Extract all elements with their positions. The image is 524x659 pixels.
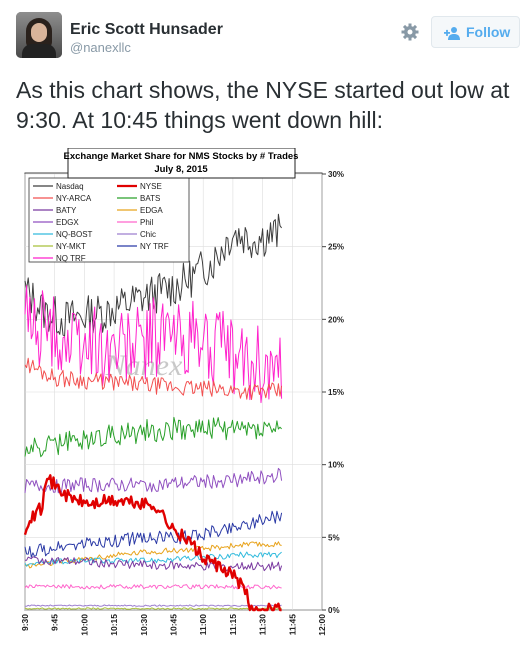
- y-axis-ticks: 0% 5% 10% 15% 20% 25% 30%: [322, 170, 344, 615]
- series-line-baty: [24, 556, 283, 572]
- y-tick-label: 10%: [328, 461, 344, 470]
- legend-label-nyse: NYSE: [140, 182, 162, 191]
- chart-title-line-1: Exchange Market Share for NMS Stocks by …: [64, 151, 299, 162]
- y-tick-label: 20%: [328, 315, 344, 324]
- legend-label-nq-trf: NQ TRF: [56, 254, 86, 263]
- chart-title-line-2: July 8, 2015: [154, 164, 208, 175]
- legend-label-nasdaq: Nasdaq: [56, 182, 84, 191]
- series-line-ny-trf: [24, 510, 283, 558]
- follow-user-icon: [444, 27, 460, 40]
- x-tick-label: 12:00: [317, 614, 327, 636]
- x-tick-label: 11:15: [228, 614, 238, 636]
- legend-label-ny-arca: NY-ARCA: [56, 194, 92, 203]
- series-line-nyse: [23, 474, 282, 612]
- x-axis-ticks: 9:30 9:45 10:00 10:15 10:30 10:45 11:00 11:15 11…: [20, 614, 327, 636]
- series-line-bats: [24, 416, 282, 458]
- legend-label-edgx: EDGX: [56, 218, 79, 227]
- x-tick-label: 11:00: [198, 614, 208, 636]
- legend-label-ny-trf: NY TRF: [140, 242, 169, 251]
- series-lines: [23, 213, 283, 612]
- series-line-edga: [25, 541, 282, 569]
- follow-button[interactable]: Follow: [431, 16, 520, 48]
- y-tick-label: 30%: [328, 170, 344, 179]
- user-handle[interactable]: @nanexllc: [70, 40, 131, 55]
- x-tick-label: 9:45: [50, 614, 60, 631]
- series-line-edgx: [24, 467, 283, 494]
- series-line-ny-mkt: [24, 607, 282, 610]
- x-tick-label: 9:30: [20, 614, 30, 631]
- x-tick-label: 10:30: [139, 614, 149, 636]
- legend-label-baty: BATY: [56, 206, 77, 215]
- chart-title-box: [67, 148, 296, 179]
- legend: Nasdaq NYSE NY-ARCA BATS BATY EDGA EDGX Phil NQ-…: [28, 177, 190, 263]
- x-tick-label: 10:15: [109, 614, 119, 636]
- display-name[interactable]: Eric Scott Hunsader: [70, 21, 223, 38]
- x-tick-label: 10:45: [169, 614, 179, 636]
- y-tick-label: 15%: [328, 388, 344, 397]
- legend-label-edga: EDGA: [140, 206, 163, 215]
- series-line-nq-trf: [24, 285, 283, 404]
- y-tick-label: 5%: [328, 533, 340, 542]
- x-tick-label: 11:30: [258, 614, 268, 636]
- series-line-ny-arca: [24, 357, 283, 400]
- gear-icon[interactable]: [400, 22, 420, 42]
- follow-label: Follow: [466, 24, 511, 40]
- x-tick-label: 10:00: [79, 614, 89, 636]
- avatar-body: [22, 44, 56, 58]
- market-share-chart: Nanex 0%5%10%15%20%25%30% 9:30 9:45 10:00 1…: [16, 148, 352, 648]
- x-tick-label: 11:45: [287, 614, 297, 636]
- legend-label-bats: BATS: [140, 194, 160, 203]
- legend-label-nq-bost: NQ-BOST: [56, 230, 93, 239]
- series-line-chic: [25, 604, 282, 607]
- avatar[interactable]: [16, 12, 62, 58]
- legend-label-ny-mkt: NY-MKT: [56, 242, 86, 251]
- legend-label-phil: Phil: [140, 218, 154, 227]
- y-tick-label: 0%: [328, 606, 340, 615]
- y-tick-label: 25%: [328, 243, 344, 252]
- tweet-text: As this chart shows, the NYSE started ou…: [16, 77, 510, 133]
- avatar-face: [31, 23, 47, 42]
- legend-label-chic: Chic: [140, 230, 156, 239]
